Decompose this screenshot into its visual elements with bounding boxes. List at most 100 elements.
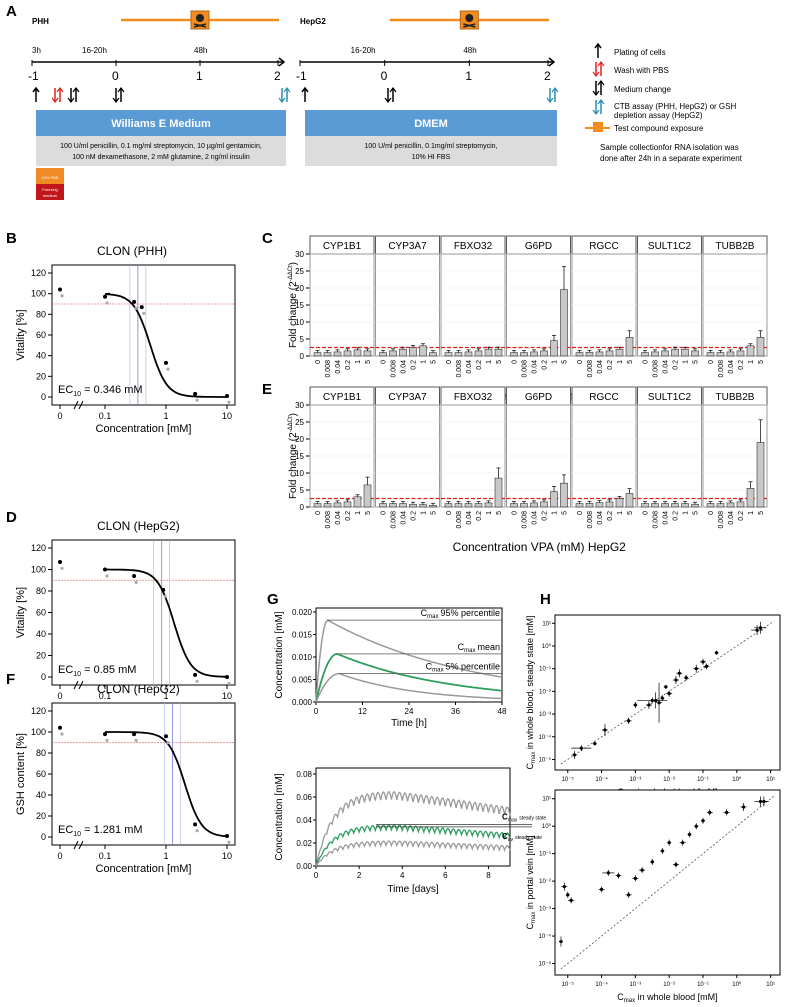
x-tick-label: 10⁻² xyxy=(663,982,675,988)
data-point xyxy=(701,819,705,823)
x-tick-label: 0.1 xyxy=(99,691,112,701)
y-tick-label: 15 xyxy=(295,452,304,461)
x-tick-label: 10⁰ xyxy=(732,776,742,783)
data-point xyxy=(103,732,107,737)
x-tick-label: 0 xyxy=(381,360,388,364)
plot-frame xyxy=(51,702,236,846)
medium-label: DMEM xyxy=(414,118,448,130)
medium-change-arrow-icon xyxy=(72,87,80,93)
bar xyxy=(691,503,699,508)
data-point xyxy=(627,893,631,897)
chart-title: CLON (HepG2) xyxy=(97,682,180,696)
bar xyxy=(595,502,604,508)
y-tick-label: 10⁻⁴ xyxy=(539,734,552,741)
medium-change-arrow-icon xyxy=(117,87,125,93)
cmax-desc: mean xyxy=(477,642,500,652)
y-tick-label: 0 xyxy=(300,503,305,512)
x-tick-label: 5 xyxy=(431,360,438,364)
bar xyxy=(333,502,342,508)
bar xyxy=(389,503,397,508)
bar xyxy=(641,503,649,508)
ctb-arrow-icon xyxy=(278,97,286,103)
x-tick-label: 0.04 xyxy=(597,511,604,525)
label-cmean: Cmax mean xyxy=(458,642,500,654)
medium-change-arrow-icon xyxy=(112,97,120,103)
y-tick-label: 60 xyxy=(36,769,46,779)
data-point xyxy=(650,860,654,864)
y-tick-label: 0.00 xyxy=(296,862,312,871)
plating-arrow-icon xyxy=(594,42,602,49)
data-point xyxy=(193,822,198,827)
x-tick-label: 6 xyxy=(443,871,448,880)
x-tick-label: 0.2 xyxy=(738,511,745,521)
x-tick-label: 0.2 xyxy=(476,360,483,370)
y-tick-label: 10 xyxy=(295,469,304,478)
x-tick-label: 1 xyxy=(355,511,362,515)
x-tick-label: 1 xyxy=(421,360,428,364)
bar xyxy=(454,352,463,357)
timeline-title: PHH xyxy=(32,17,49,26)
bar xyxy=(484,348,493,357)
replicate-point xyxy=(195,398,199,402)
x-tick-label: 0.008 xyxy=(325,360,332,378)
data-point xyxy=(164,360,168,365)
data-point xyxy=(654,698,658,703)
bar xyxy=(343,501,352,508)
tick-label: 0 xyxy=(112,69,119,83)
mean-curve xyxy=(315,652,503,703)
y-tick-label: 100 xyxy=(31,727,46,737)
tick-label: -1 xyxy=(28,69,39,83)
x-tick-label: 0 xyxy=(643,360,650,364)
panel-label-G: G xyxy=(267,591,279,608)
mean-curve xyxy=(315,824,511,867)
ec-sub: 10 xyxy=(73,391,81,398)
bar xyxy=(736,501,745,508)
plot-frame xyxy=(315,767,511,867)
x-tick-label: 0.04 xyxy=(335,511,342,525)
data-point xyxy=(714,651,719,655)
y-tick-label: 120 xyxy=(31,543,46,553)
ec10-label: EC10 = 1.281 mM xyxy=(58,824,143,838)
data-point xyxy=(572,753,577,757)
bar xyxy=(550,340,558,357)
replicate-point xyxy=(227,681,231,686)
x-tick-label: 10⁻⁴ xyxy=(595,981,608,988)
data-point xyxy=(225,393,229,398)
replicate-point xyxy=(195,679,199,683)
data-point xyxy=(660,696,665,700)
bar xyxy=(379,503,387,508)
bar xyxy=(484,502,493,508)
sub: max xyxy=(531,912,537,923)
x-tick-label: 0.2 xyxy=(345,511,352,521)
ctb-arrow-icon xyxy=(546,97,554,103)
c: C xyxy=(617,992,624,1002)
data-point xyxy=(161,587,166,592)
y-axis-label: Fold change (2-ΔΔCt) xyxy=(288,262,299,348)
x-tick-label: 0.04 xyxy=(728,360,735,374)
skull-icon xyxy=(463,23,476,28)
gene-label: RGCC xyxy=(589,241,618,252)
p95-curve xyxy=(315,619,503,703)
bar xyxy=(353,349,362,357)
x-tick-label: 0.008 xyxy=(325,511,332,529)
desc: in whole blood, steady state [mM] xyxy=(525,616,535,752)
freezing-box xyxy=(36,184,64,200)
bar xyxy=(641,352,649,357)
wash-arrow-icon xyxy=(597,61,605,67)
y-tick-label: 0 xyxy=(41,832,46,842)
wash-arrow-icon xyxy=(56,87,64,93)
replicate-point xyxy=(105,301,109,305)
x-tick-label: 36 xyxy=(451,707,460,716)
x-tick-label: 5 xyxy=(496,511,503,515)
ec-value: = 0.85 mM xyxy=(81,664,136,676)
data-point xyxy=(674,863,678,867)
data-point xyxy=(758,626,763,630)
bar xyxy=(716,503,725,508)
x-tick-label: 0.2 xyxy=(673,360,680,370)
x-tick-label: 10⁻¹ xyxy=(697,982,709,988)
x-tick-label: 0 xyxy=(315,511,322,515)
data-point xyxy=(667,841,671,845)
data-point xyxy=(566,893,570,897)
x-tick-label: 0.04 xyxy=(466,511,473,525)
bar xyxy=(444,352,453,357)
